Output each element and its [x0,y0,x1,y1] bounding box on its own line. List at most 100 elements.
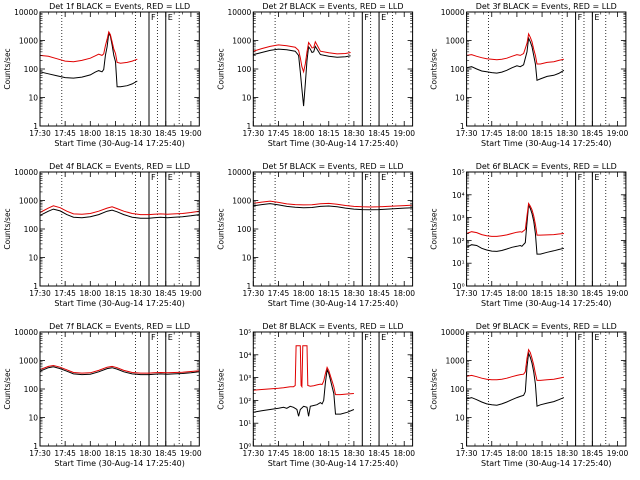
x-tick-label: 17:45 [268,449,290,458]
x-axis-label: Start Time (30-Aug-14 17:25:40) [268,139,399,148]
x-tick-label: 18:30 [556,289,578,298]
y-tick-label: 10 [455,414,465,423]
plot-frame [39,331,200,447]
marker-label: E [381,333,386,342]
x-tick-label: 19:00 [607,449,629,458]
x-tick-label: 17:30 [29,289,51,298]
y-tick-label: 10³ [452,214,465,223]
marker-label: F [364,333,369,342]
y-tick-label: 10⁴ [452,191,465,200]
plot-frame [252,11,414,127]
x-tick-label: 17:30 [29,129,51,138]
y-axis-label: Counts/sec [216,368,225,409]
series-line-events [466,351,565,407]
y-tick-label: 1000 [446,37,465,46]
y-tick-label: 10² [452,236,465,245]
y-tick-label: 1000 [19,357,38,366]
series-line-events [466,36,565,82]
series-line-events [466,203,565,255]
y-axis-label: Counts/sec [3,368,12,409]
x-tick-label: 18:00 [293,449,315,458]
chart-panel-5: Det 5f BLACK = Events, RED = LLD F E 1 10 100… [216,162,415,308]
y-tick-label: 10⁵ [452,168,465,177]
y-tick-label: 10 [242,94,252,103]
x-tick-label: 18:30 [130,289,152,298]
x-axis-label: Start Time (30-Aug-14 17:25:40) [54,299,185,308]
y-tick-label: 10¹ [239,419,252,428]
y-tick-label: 10000 [14,8,38,17]
x-axis-label: Start Time (30-Aug-14 17:25:40) [268,299,399,308]
plot-frame [466,11,627,127]
plot-frame [466,171,627,287]
x-tick-label: 17:30 [29,449,51,458]
x-tick-label: 17:45 [268,129,290,138]
y-tick-label: 1000 [232,197,251,206]
y-tick-label: 100 [24,65,39,74]
y-tick-label: 1 [33,442,38,451]
x-tick-label: 19:00 [180,449,202,458]
series-line-lld [466,348,564,381]
x-tick-label: 18:00 [79,449,101,458]
y-tick-label: 10000 [14,328,38,337]
x-tick-label: 18:15 [105,129,127,138]
x-tick-label: 18:45 [368,289,390,298]
series-line-lld [39,205,200,216]
y-tick-label: 10¹ [452,259,465,268]
plot-frame [466,331,627,447]
marker-label: F [578,173,583,182]
marker-label: F [578,333,583,342]
series-line-lld [466,201,564,237]
x-tick-label: 18:00 [79,289,101,298]
x-axis-label: Start Time (30-Aug-14 17:25:40) [481,139,612,148]
x-tick-label: 18:15 [531,449,553,458]
chart-title: Det 3f BLACK = Events, RED = LLD [476,2,617,11]
x-tick-label: 17:30 [242,129,264,138]
series-line-lld [39,30,138,64]
series-line-events [253,45,351,107]
y-tick-label: 10⁵ [239,328,252,337]
chart-panel-2: Det 2f BLACK = Events, RED = LLD F E 1 10 100… [216,2,415,148]
x-tick-label: 18:00 [506,129,528,138]
chart-title: Det 4f BLACK = Events, RED = LLD [49,162,190,171]
marker-label: E [381,173,386,182]
x-tick-label: 18:30 [556,449,578,458]
series-line-lld [253,40,351,74]
chart-panel-3: Det 3f BLACK = Events, RED = LLD F E 1 10 100… [430,2,629,148]
chart-panel-9: Det 9f BLACK = Events, RED = LLD F E 1 10 100… [430,322,629,468]
x-tick-label: 17:45 [481,449,503,458]
x-tick-label: 17:45 [268,289,290,298]
y-tick-label: 1 [460,122,465,131]
x-tick-label: 17:45 [54,129,76,138]
x-axis-label: Start Time (30-Aug-14 17:25:40) [481,459,612,468]
y-tick-label: 1 [33,122,38,131]
y-tick-label: 10³ [239,374,252,383]
y-tick-label: 100 [450,65,465,74]
x-tick-label: 17:30 [242,449,264,458]
y-tick-label: 10000 [441,328,465,337]
x-tick-label: 18:30 [130,129,152,138]
x-tick-label: 18:00 [293,129,315,138]
series-line-events [39,31,138,88]
chart-title: Det 9f BLACK = Events, RED = LLD [476,322,617,331]
x-tick-label: 19:00 [393,129,415,138]
y-tick-label: 10 [455,94,465,103]
chart-title: Det 1f BLACK = Events, RED = LLD [49,2,190,11]
marker-label: E [381,13,386,22]
y-axis-label: Counts/sec [216,208,225,249]
y-tick-label: 10000 [14,168,38,177]
y-tick-label: 1 [247,122,252,131]
series-line-lld [466,32,565,65]
y-tick-label: 10⁰ [239,442,252,451]
x-tick-label: 18:45 [582,449,604,458]
series-line-lld [39,364,200,374]
x-tick-label: 18:45 [155,289,177,298]
y-axis-label: Counts/sec [430,368,439,409]
x-tick-label: 18:15 [318,289,340,298]
y-tick-label: 10 [28,414,38,423]
x-tick-label: 18:45 [368,129,390,138]
marker-label: F [364,13,369,22]
x-tick-label: 18:30 [343,129,365,138]
y-axis-label: Counts/sec [3,208,12,249]
y-tick-label: 10000 [227,8,251,17]
